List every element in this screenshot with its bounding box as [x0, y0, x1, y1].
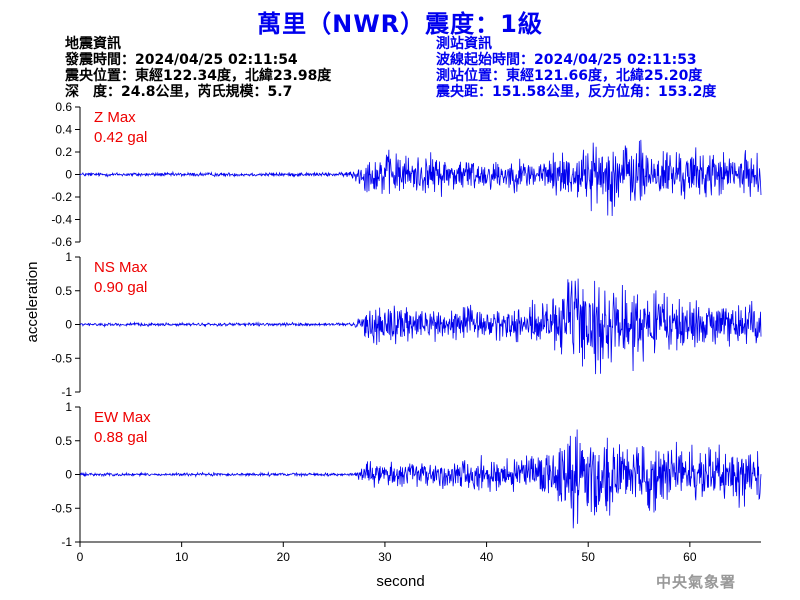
- x-tick-label: 40: [480, 550, 494, 564]
- y-tick-label: -0.5: [51, 351, 72, 365]
- y-tick-label: -0.5: [51, 501, 72, 515]
- station-info-block: 測站資訊 波線起始時間：2024/04/25 02:11:53 測站位置：東經1…: [436, 36, 716, 100]
- y-tick-label: 0.6: [55, 100, 72, 114]
- distance-azimuth: 震央距：151.58公里，反方位角：153.2度: [436, 84, 717, 100]
- y-tick-label: -0.6: [51, 235, 72, 249]
- y-tick-label: 0: [65, 168, 72, 182]
- origin-time: 發震時間：2024/04/25 02:11:54: [65, 52, 298, 68]
- depth-magnitude: 深 度：24.8公里，芮氏規模：5.7: [65, 84, 293, 100]
- y-tick-label: -0.2: [51, 190, 72, 204]
- max-label-ns: NS Max: [94, 259, 148, 276]
- y-tick-label: -0.4: [51, 213, 72, 227]
- station-info-heading: 測站資訊: [436, 36, 492, 52]
- y-tick-label: 1: [65, 250, 72, 264]
- y-tick-label: 1: [65, 400, 72, 414]
- x-tick-label: 10: [175, 550, 189, 564]
- max-value-z: 0.42 gal: [94, 129, 147, 146]
- y-axis-title: acceleration: [24, 262, 41, 343]
- x-tick-label: 0: [77, 550, 84, 564]
- trace-ns: [79, 278, 762, 375]
- x-axis-title: second: [376, 573, 424, 590]
- quake-info-block: 地震資訊 發震時間：2024/04/25 02:11:54 震央位置：東經122…: [65, 36, 331, 100]
- quake-info-heading: 地震資訊: [65, 36, 121, 52]
- station-location: 測站位置：東經121.66度，北緯25.20度: [436, 68, 703, 84]
- trace-ew: [79, 429, 762, 529]
- x-tick-label: 50: [582, 550, 596, 564]
- max-label-ew: EW Max: [94, 409, 151, 426]
- max-value-ns: 0.90 gal: [94, 279, 147, 296]
- y-tick-label: 0.5: [55, 284, 72, 298]
- y-tick-label: 0.5: [55, 434, 72, 448]
- epicenter-location: 震央位置：東經122.34度，北緯23.98度: [65, 68, 332, 84]
- x-tick-label: 30: [378, 550, 392, 564]
- max-label-z: Z Max: [94, 109, 136, 126]
- y-tick-label: -1: [61, 385, 72, 399]
- y-tick-label: -1: [61, 535, 72, 549]
- agency-watermark: 中央氣象署: [656, 573, 737, 591]
- x-tick-label: 60: [683, 550, 697, 564]
- trace-z: [79, 139, 762, 217]
- chart-title: 萬里（NWR）震度：1級: [257, 10, 543, 38]
- wave-start-time: 波線起始時間：2024/04/25 02:11:53: [436, 52, 697, 68]
- y-tick-label: 0.4: [55, 123, 72, 137]
- x-tick-label: 20: [277, 550, 291, 564]
- y-tick-label: 0: [65, 318, 72, 332]
- y-tick-label: 0: [65, 468, 72, 482]
- max-value-ew: 0.88 gal: [94, 429, 147, 446]
- y-tick-label: 0.2: [55, 145, 72, 159]
